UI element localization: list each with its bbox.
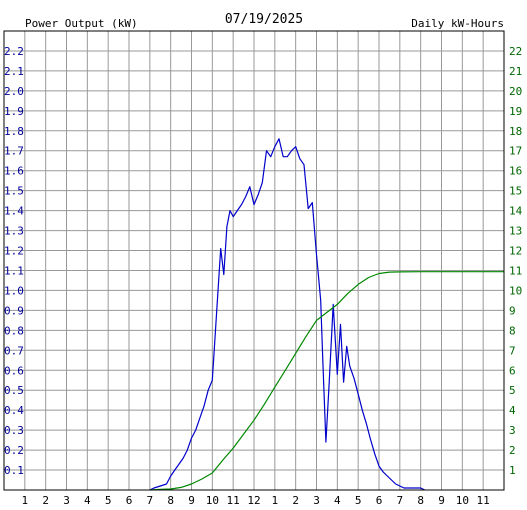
y-right-tick-label: 15: [509, 185, 522, 198]
y-left-tick-label: 0.2: [4, 444, 24, 457]
x-tick-label: 7: [397, 494, 404, 507]
y-right-tick-label: 17: [509, 145, 522, 158]
x-tick-label: 4: [334, 494, 341, 507]
y-left-tick-label: 1.6: [4, 165, 24, 178]
x-tick-label: 1: [272, 494, 279, 507]
y-left-tick-label: 0.6: [4, 364, 24, 377]
x-tick-label: 12: [247, 494, 260, 507]
y-right-tick-label: 18: [509, 125, 522, 138]
right-axis-label: Daily kW-Hours: [411, 17, 504, 30]
y-right-tick-label: 3: [509, 424, 516, 437]
series: [149, 138, 504, 491]
y-left-tick-label: 0.7: [4, 344, 24, 357]
x-tick-label: 5: [355, 494, 362, 507]
y-right-tick-label: 22: [509, 45, 522, 58]
x-tick-label: 6: [376, 494, 383, 507]
x-tick-label: 10: [206, 494, 219, 507]
x-tick-label: 9: [188, 494, 195, 507]
x-tick-label: 5: [105, 494, 112, 507]
x-tick-label: 11: [477, 494, 490, 507]
grid: [4, 31, 504, 490]
y-right-tick-label: 7: [509, 344, 516, 357]
y-left-tick-label: 1.4: [4, 205, 24, 218]
y-right-tick-label: 16: [509, 165, 522, 178]
y-right-tick-label: 21: [509, 65, 522, 78]
x-tick-label: 8: [417, 494, 424, 507]
y-left-tick-label: 2.1: [4, 65, 24, 78]
x-tick-label: 7: [147, 494, 154, 507]
y-right-tick-label: 5: [509, 384, 516, 397]
y-right-tick-label: 9: [509, 304, 516, 317]
y-right-tick-label: 4: [509, 404, 516, 417]
ticks: 1 2 3 4 5 6 7 8 9 10 11 12 1 2 3 4 5 6 7 8 9 10 110.10.20.30.4…: [4, 45, 523, 507]
y-left-tick-label: 1.8: [4, 125, 24, 138]
y-left-tick-label: 1.2: [4, 245, 24, 258]
y-right-tick-label: 13: [509, 225, 522, 238]
y-left-tick-label: 1.0: [4, 284, 24, 297]
x-tick-label: 4: [84, 494, 91, 507]
x-tick-label: 2: [292, 494, 299, 507]
y-left-tick-label: 0.3: [4, 424, 24, 437]
power-series-line: [149, 138, 426, 491]
y-left-tick-label: 1.5: [4, 185, 24, 198]
y-left-tick-label: 1.9: [4, 105, 24, 118]
y-left-tick-label: 0.1: [4, 464, 24, 477]
y-left-tick-label: 0.4: [4, 404, 24, 417]
energy-series-line: [149, 271, 504, 491]
y-left-tick-label: 0.8: [4, 324, 24, 337]
x-tick-label: 1: [22, 494, 29, 507]
y-left-tick-label: 1.1: [4, 264, 24, 277]
chart-title: 07/19/2025: [225, 12, 303, 27]
y-left-tick-label: 2.2: [4, 45, 24, 58]
y-left-tick-label: 0.9: [4, 304, 24, 317]
y-left-tick-label: 1.7: [4, 145, 24, 158]
y-right-tick-label: 20: [509, 85, 522, 98]
y-right-tick-label: 1: [509, 464, 516, 477]
y-right-tick-label: 6: [509, 364, 516, 377]
x-tick-label: 11: [227, 494, 240, 507]
plot-frame: [3, 30, 505, 491]
y-right-tick-label: 10: [509, 284, 522, 297]
x-tick-label: 3: [63, 494, 70, 507]
x-tick-label: 2: [42, 494, 49, 507]
x-tick-label: 10: [456, 494, 469, 507]
x-tick-label: 8: [167, 494, 174, 507]
x-tick-label: 3: [313, 494, 320, 507]
y-right-tick-label: 19: [509, 105, 522, 118]
y-right-tick-label: 14: [509, 205, 523, 218]
y-left-tick-label: 1.3: [4, 225, 24, 238]
x-tick-label: 9: [438, 494, 445, 507]
y-right-tick-label: 11: [509, 264, 522, 277]
y-left-tick-label: 0.5: [4, 384, 24, 397]
x-tick-label: 6: [126, 494, 133, 507]
y-right-tick-label: 12: [509, 245, 522, 258]
y-right-tick-label: 8: [509, 324, 516, 337]
y-right-tick-label: 2: [509, 444, 516, 457]
y-left-tick-label: 2.0: [4, 85, 24, 98]
left-axis-label: Power Output (kW): [25, 17, 138, 30]
